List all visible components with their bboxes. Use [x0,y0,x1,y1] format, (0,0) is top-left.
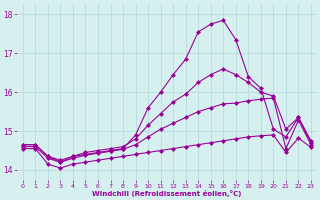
X-axis label: Windchill (Refroidissement éolien,°C): Windchill (Refroidissement éolien,°C) [92,190,242,197]
